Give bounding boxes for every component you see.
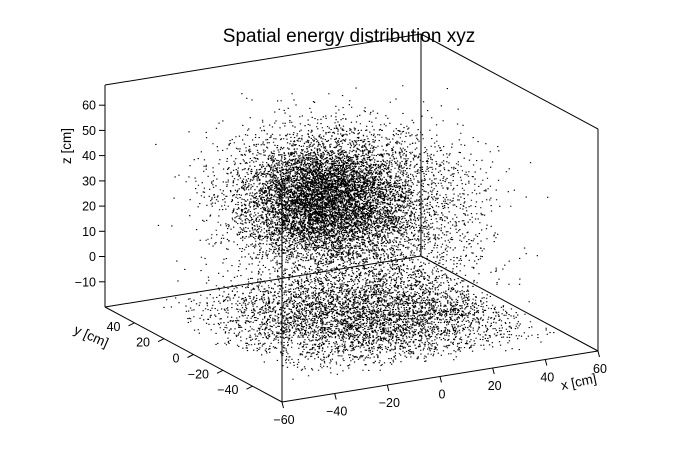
y-axis-ticks: −40 −20 0 20 40: [107, 320, 253, 397]
x-tick-mark: [281, 401, 284, 409]
y-axis-label: y [cm]: [72, 322, 111, 350]
z-tick-label: −10: [75, 275, 96, 289]
y-tick-label: 20: [136, 336, 150, 350]
y-tick-mark: [246, 385, 253, 390]
x-tick-mark: [544, 359, 548, 366]
y-tick-mark: [187, 354, 194, 358]
z-tick-label: 20: [82, 200, 96, 214]
y-tick-label: −20: [188, 367, 209, 381]
x-tick-mark: [597, 350, 600, 358]
x-tick-label: −40: [326, 405, 347, 419]
z-tick-label: 50: [82, 124, 96, 138]
z-tick-label: 40: [82, 149, 96, 163]
x-tick-label: 40: [540, 371, 554, 385]
z-axis-ticks: −10 0 10 20 30 40 50 60: [75, 99, 105, 289]
x-axis-label: x [cm]: [560, 371, 598, 393]
x-tick-mark: [439, 376, 442, 383]
box-edge: [104, 33, 422, 86]
z-tick-label: 0: [89, 250, 96, 264]
x-tick-mark: [386, 384, 390, 392]
z-tick-label: 10: [82, 225, 96, 239]
x-axis-ticks: −60 −40 −20 0 20 40 60: [273, 350, 607, 427]
box-edge: [420, 255, 599, 352]
x-tick-label: 20: [488, 379, 502, 393]
y-tick-mark: [128, 322, 135, 327]
scatter-markers: [155, 85, 555, 380]
box-edge: [420, 33, 599, 130]
x-tick-label: 0: [439, 388, 446, 402]
x-tick-mark: [492, 367, 495, 375]
y-tick-mark: [216, 369, 224, 374]
scatter-points: [155, 85, 555, 380]
y-tick-label: 0: [173, 352, 180, 366]
z-axis-label: z [cm]: [59, 128, 74, 164]
chart-title: Spatial energy distribution xyz: [223, 26, 475, 47]
y-tick-mark: [157, 338, 165, 343]
x-tick-label: −60: [273, 413, 294, 427]
y-tick-label: −40: [217, 383, 238, 397]
z-tick-label: 30: [82, 174, 96, 188]
z-tick-label: 60: [82, 99, 96, 113]
y-tick-label: 40: [107, 320, 121, 334]
x-tick-label: −20: [379, 396, 400, 410]
x-tick-label: 60: [593, 362, 607, 376]
x-tick-mark: [334, 393, 337, 400]
